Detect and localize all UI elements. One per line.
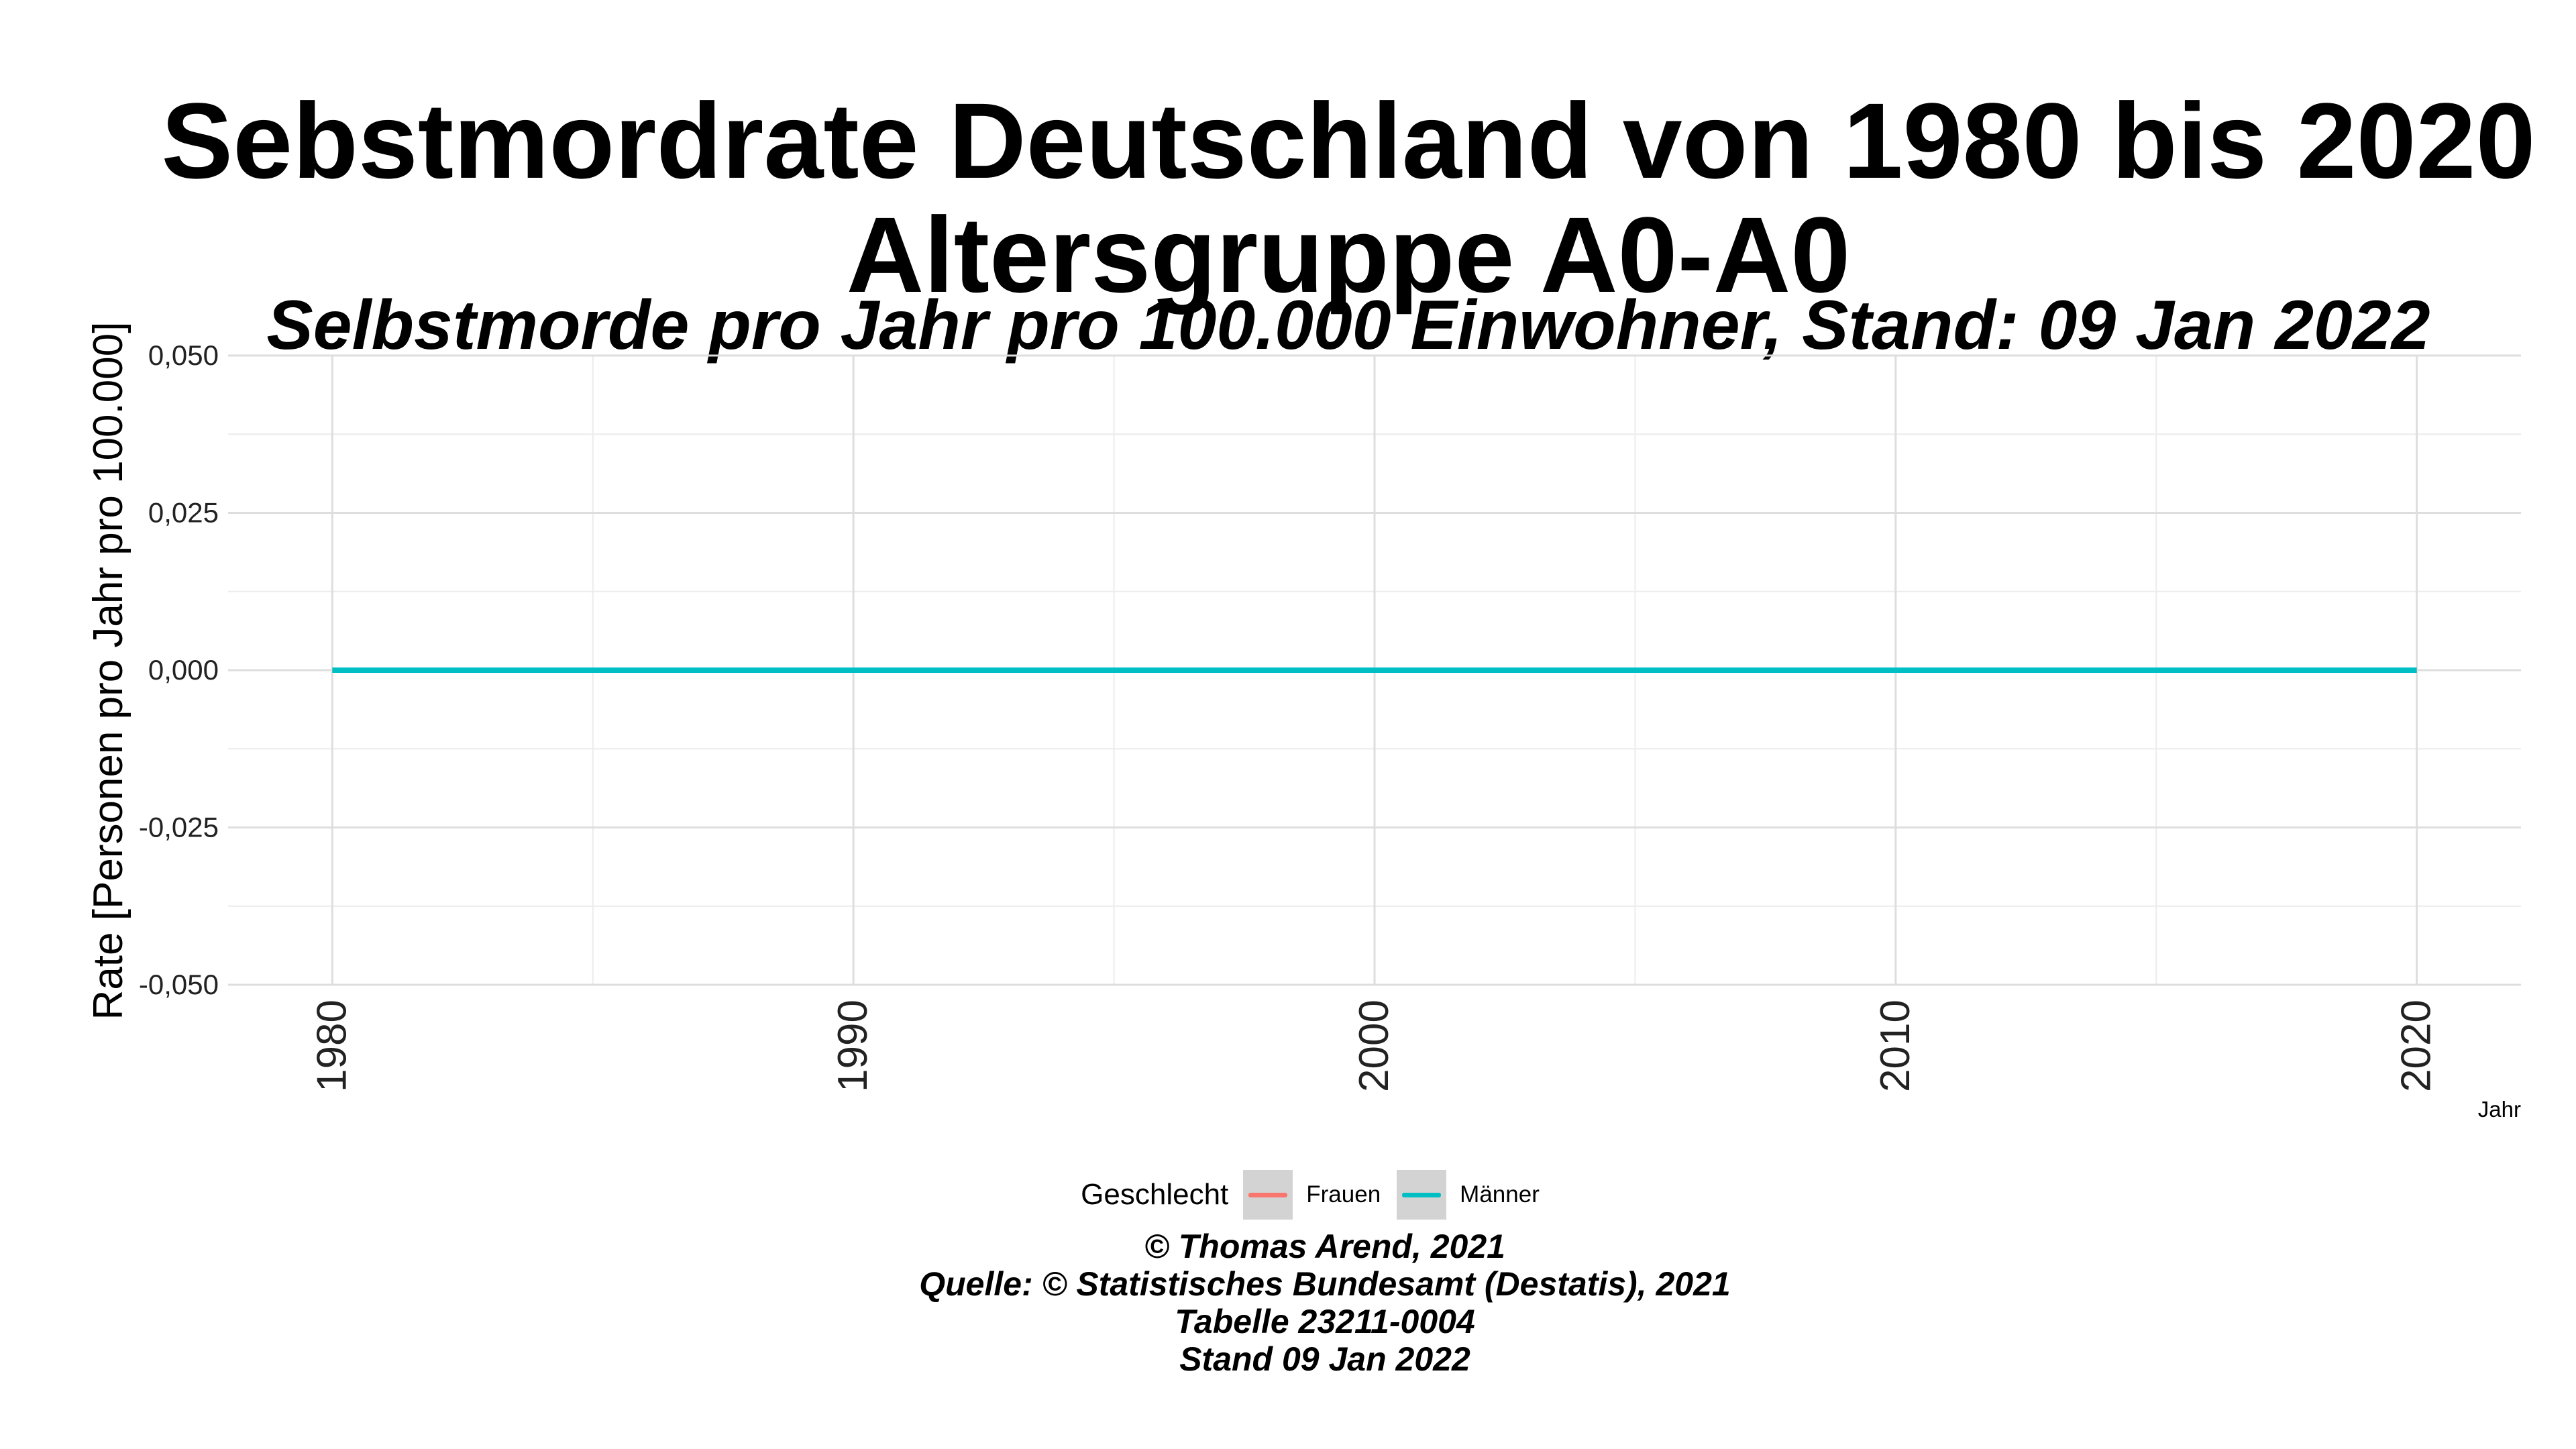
y-axis-label: Rate [Personen pro Jahr pro 100.000] [85, 322, 131, 1020]
x-tick-label: 1980 [309, 1000, 355, 1092]
legend-label-maenner: Männer [1460, 1181, 1540, 1208]
y-tick-label: -0,025 [139, 812, 219, 843]
x-tick-label: 1990 [830, 1000, 876, 1092]
legend-label-frauen: Frauen [1306, 1181, 1381, 1208]
y-tick-label: 0,050 [148, 339, 219, 371]
x-tick-label: 2010 [1872, 1000, 1919, 1092]
legend-item-frauen: Frauen [1243, 1170, 1381, 1220]
y-tick-label: 0,000 [148, 654, 219, 686]
chart-subtitle: Selbstmorde pro Jahr pro 100.000 Einwohn… [266, 286, 2430, 364]
y-axis-ticks: -0,050 -0,025 0,000 0,025 0,050 [139, 339, 219, 1000]
legend-key-maenner [1397, 1170, 1447, 1220]
caption: © Thomas Arend, 2021 Quelle: © Statistis… [0, 1228, 2576, 1378]
x-tick-label: 2000 [1351, 1000, 1397, 1092]
chart-title-line2: Altersgruppe A0-A0 [846, 195, 1851, 315]
caption-line-date: Stand 09 Jan 2022 [1179, 1340, 1470, 1378]
y-tick-label: -0,050 [139, 969, 219, 1000]
legend: Geschlecht Frauen Männer [0, 1170, 2576, 1220]
chart-title: Sebstmordrate Deutschland von 1980 bis 2… [161, 80, 2536, 201]
caption-line-author: © Thomas Arend, 2021 [1144, 1228, 1505, 1265]
x-tick-label: 2020 [2394, 1000, 2440, 1092]
legend-key-frauen [1243, 1170, 1293, 1220]
caption-line-source: Quelle: © Statistisches Bundesamt (Desta… [919, 1265, 1731, 1303]
x-axis-label: Jahr [2478, 1097, 2521, 1122]
caption-line-table: Tabelle 23211-0004 [1175, 1303, 1475, 1340]
x-axis-ticks: 1980 1990 2000 2010 2020 [309, 1000, 2439, 1092]
legend-item-maenner: Männer [1397, 1170, 1540, 1220]
legend-title: Geschlecht [1081, 1178, 1229, 1211]
y-tick-label: 0,025 [148, 497, 219, 529]
